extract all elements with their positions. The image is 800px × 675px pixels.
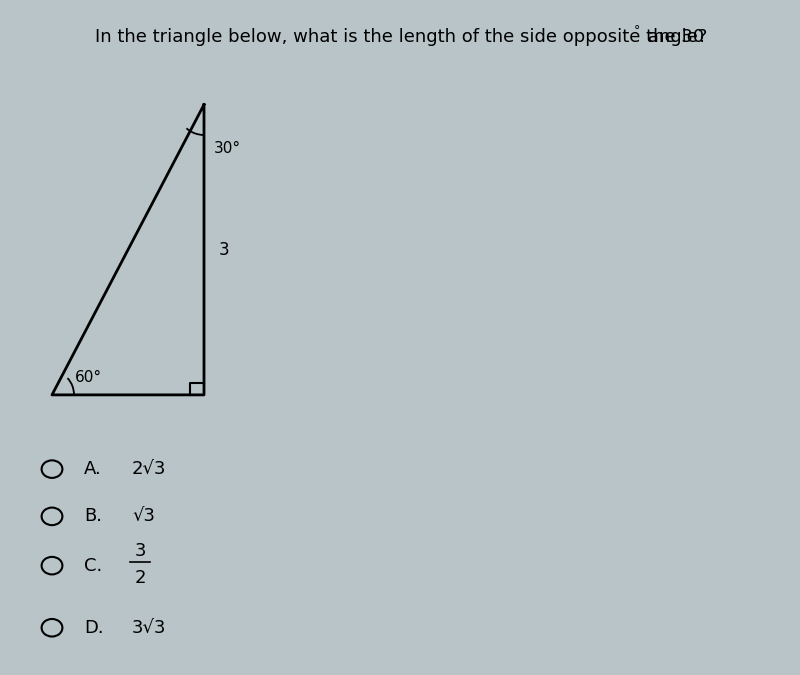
Text: B.: B. [84, 508, 102, 525]
Text: 3: 3 [134, 542, 146, 560]
Text: angle?: angle? [642, 28, 708, 46]
Text: 3√3: 3√3 [132, 619, 166, 637]
Text: A.: A. [84, 460, 102, 478]
Text: 30°: 30° [214, 141, 241, 156]
Text: 60°: 60° [74, 371, 102, 385]
Text: 2√3: 2√3 [132, 460, 166, 478]
Text: 3: 3 [218, 241, 229, 259]
Text: √3: √3 [132, 508, 155, 525]
Text: °: ° [634, 24, 640, 37]
Text: D.: D. [84, 619, 104, 637]
Text: C.: C. [84, 557, 102, 574]
Text: 2: 2 [134, 569, 146, 587]
Text: In the triangle below, what is the length of the side opposite the 30: In the triangle below, what is the lengt… [95, 28, 705, 46]
